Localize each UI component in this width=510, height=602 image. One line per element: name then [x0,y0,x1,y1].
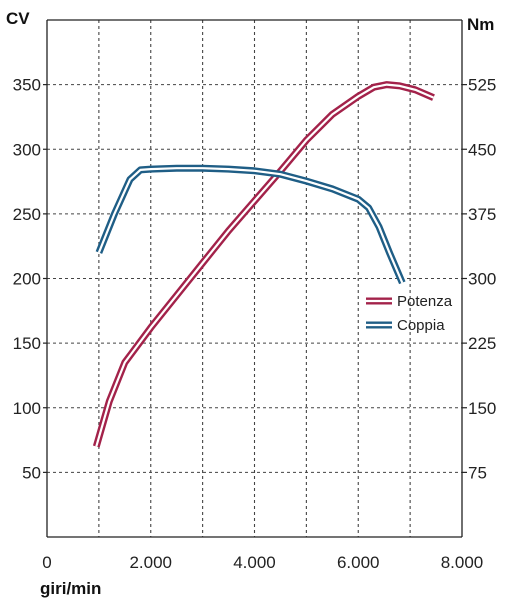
series-line-outer [95,164,406,285]
right-tick-label: 525 [468,76,496,95]
series-line-outer [92,81,435,448]
left-tick-label: 100 [13,399,41,418]
left-tick-label: 300 [13,140,41,159]
tick-labels: 50 100 150 200 250 300 350 75 150 225 300 375 450 525… [13,76,497,572]
left-tick-label: 350 [13,76,41,95]
legend-item-potenza: Potenza [366,293,453,310]
series [92,81,435,448]
x-tick-label: 6.000 [337,553,380,572]
right-tick-label: 225 [468,334,496,353]
x-axis-unit-label: giri/min [40,579,101,598]
right-tick-label: 375 [468,205,496,224]
right-tick-label: 450 [468,140,496,159]
right-tick-label: 300 [468,270,496,289]
left-axis-unit-label: CV [6,9,30,28]
left-tick-label: 250 [13,205,41,224]
x-tick-label: 2.000 [129,553,172,572]
grid [47,20,462,537]
legend-label: Coppia [397,317,445,334]
legend: Potenza Coppia [366,293,453,334]
x-tick-label: 4.000 [233,553,276,572]
x-tick-label: 8.000 [441,553,484,572]
series-line-inner [97,167,404,284]
series-coppia [95,164,406,285]
left-tick-label: 150 [13,334,41,353]
x-tick-label: 0 [42,553,51,572]
right-tick-label: 75 [468,463,487,482]
series-potenza [92,81,435,448]
left-tick-label: 200 [13,270,41,289]
series-line-inner [95,83,434,447]
right-axis-unit-label: Nm [467,15,494,34]
legend-label: Potenza [397,293,453,310]
left-tick-label: 50 [22,463,41,482]
right-tick-label: 150 [468,399,496,418]
legend-item-coppia: Coppia [366,317,445,334]
